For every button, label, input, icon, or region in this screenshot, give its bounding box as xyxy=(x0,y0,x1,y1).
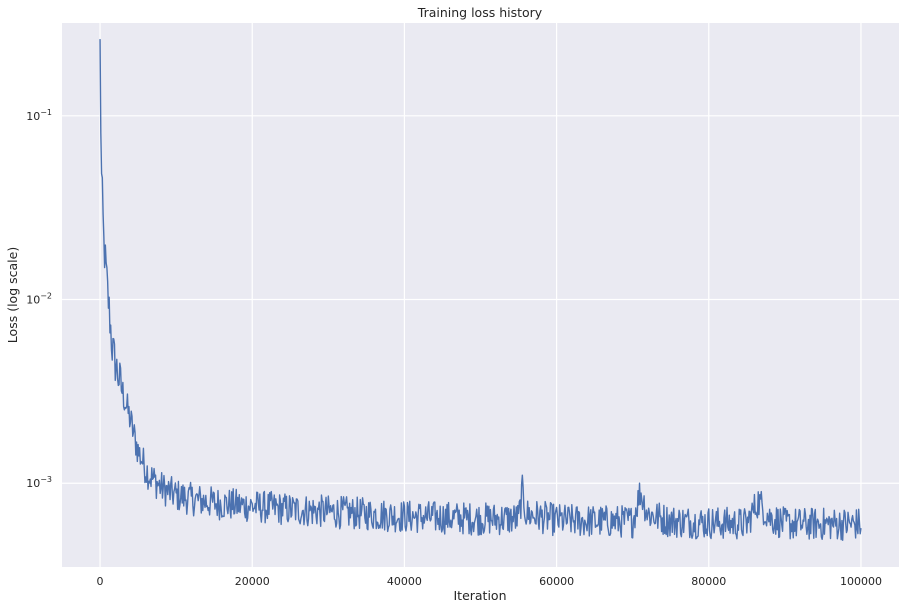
series-layer xyxy=(99,39,862,541)
x-axis-label: Iteration xyxy=(453,588,506,603)
x-tick-label: 0 xyxy=(97,575,104,588)
y-tick-labels: 10−1 10−2 10−3 xyxy=(26,108,52,490)
x-tick-labels: 0 20000 40000 60000 80000 100000 xyxy=(97,575,882,588)
x-tick-label: 40000 xyxy=(387,575,422,588)
x-tick-label: 60000 xyxy=(539,575,574,588)
y-tick-label: 10−2 xyxy=(26,292,52,307)
plot-background xyxy=(62,23,899,567)
y-tick-label: 10−3 xyxy=(26,475,52,490)
y-tick-label: 10−1 xyxy=(26,108,52,123)
chart-title: Training loss history xyxy=(417,5,543,20)
y-axis-label: Loss (log scale) xyxy=(5,247,20,343)
x-tick-label: 100000 xyxy=(840,575,882,588)
loss-series-line xyxy=(99,39,862,541)
x-tick-label: 20000 xyxy=(235,575,270,588)
x-tick-label: 80000 xyxy=(691,575,726,588)
grid xyxy=(62,23,899,567)
